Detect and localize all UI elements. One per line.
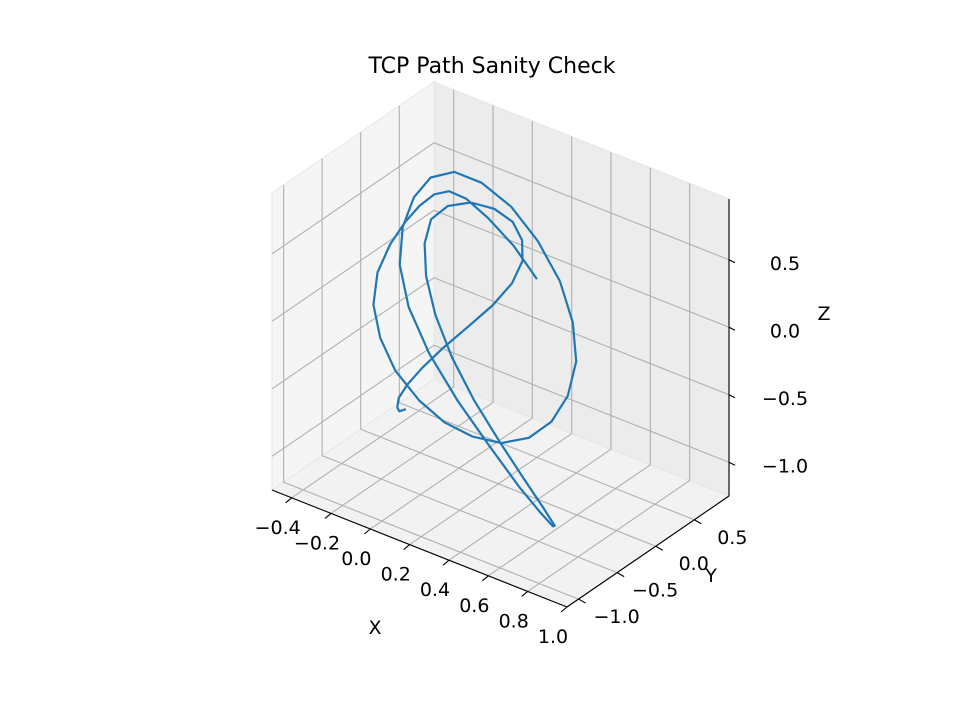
z-tick-label: 0.0: [770, 320, 800, 342]
y-tick: [694, 519, 702, 525]
axis-ticks: [285, 259, 736, 613]
z-tick-label: 0.5: [770, 253, 800, 275]
y-tick: [655, 545, 663, 551]
x-tick-label: 0.6: [459, 595, 489, 617]
y-gridline: [283, 185, 579, 600]
z-tick: [728, 394, 736, 399]
x-tick: [285, 497, 293, 504]
data-series: [372, 170, 578, 528]
x-tick: [363, 528, 371, 535]
y-tick-label: −1.0: [594, 606, 640, 628]
x-gridline: [527, 183, 691, 592]
x-axis-label: X: [368, 617, 381, 639]
y-gridline: [321, 158, 618, 574]
x-tick: [481, 575, 489, 582]
x-gridline: [369, 121, 533, 530]
y-axis-label: Y: [704, 565, 717, 587]
x-tick: [560, 606, 568, 613]
y-tick-label: −0.5: [632, 580, 678, 602]
axes-gridlines: [271, 89, 730, 608]
x-tick: [521, 590, 529, 597]
x-gridline: [409, 136, 573, 546]
y-tick-label: 0.0: [679, 553, 709, 575]
y-tick: [616, 572, 625, 578]
x-tick-label: 0.8: [499, 610, 529, 632]
x-tick: [403, 544, 411, 551]
x-tick: [442, 559, 450, 566]
x-gridline: [291, 89, 455, 499]
x-tick-label: 0.2: [381, 564, 411, 586]
x-tick-label: −0.4: [255, 517, 301, 539]
x-tick-label: 1.0: [538, 626, 568, 648]
y-tick-label: 0.5: [717, 527, 747, 549]
series-line: [372, 170, 578, 528]
z-tick: [728, 326, 736, 331]
x-gridline: [487, 167, 651, 577]
chart-title: TCP Path Sanity Check: [368, 54, 616, 79]
z-gridline: [271, 209, 730, 328]
x-axis-line: [271, 489, 568, 608]
z-tick-label: −0.5: [762, 388, 808, 410]
x-tick: [324, 512, 332, 519]
x-tick-label: −0.2: [294, 532, 340, 554]
z-axis-label: Z: [817, 303, 830, 325]
axis-lines: [271, 199, 730, 608]
y-gridline: [360, 132, 656, 547]
x-tick-label: 0.4: [420, 579, 450, 601]
z-tick: [728, 461, 736, 466]
y-tick: [578, 598, 586, 604]
z-tick: [728, 259, 736, 264]
y-gridline: [398, 105, 695, 521]
x-gridline: [448, 152, 612, 561]
z-gridline: [271, 142, 730, 261]
x-tick-label: 0.0: [341, 548, 371, 570]
z-gridline: [271, 344, 730, 463]
z-tick-label: −1.0: [762, 455, 808, 477]
axes-panes: [270, 81, 731, 608]
x-gridline: [330, 105, 494, 514]
axis-tick-labels: −0.4−0.20.00.20.40.60.81.0−1.0−0.50.00.5…: [255, 253, 808, 648]
z-gridline: [271, 277, 730, 396]
y-axis-line: [566, 495, 730, 608]
